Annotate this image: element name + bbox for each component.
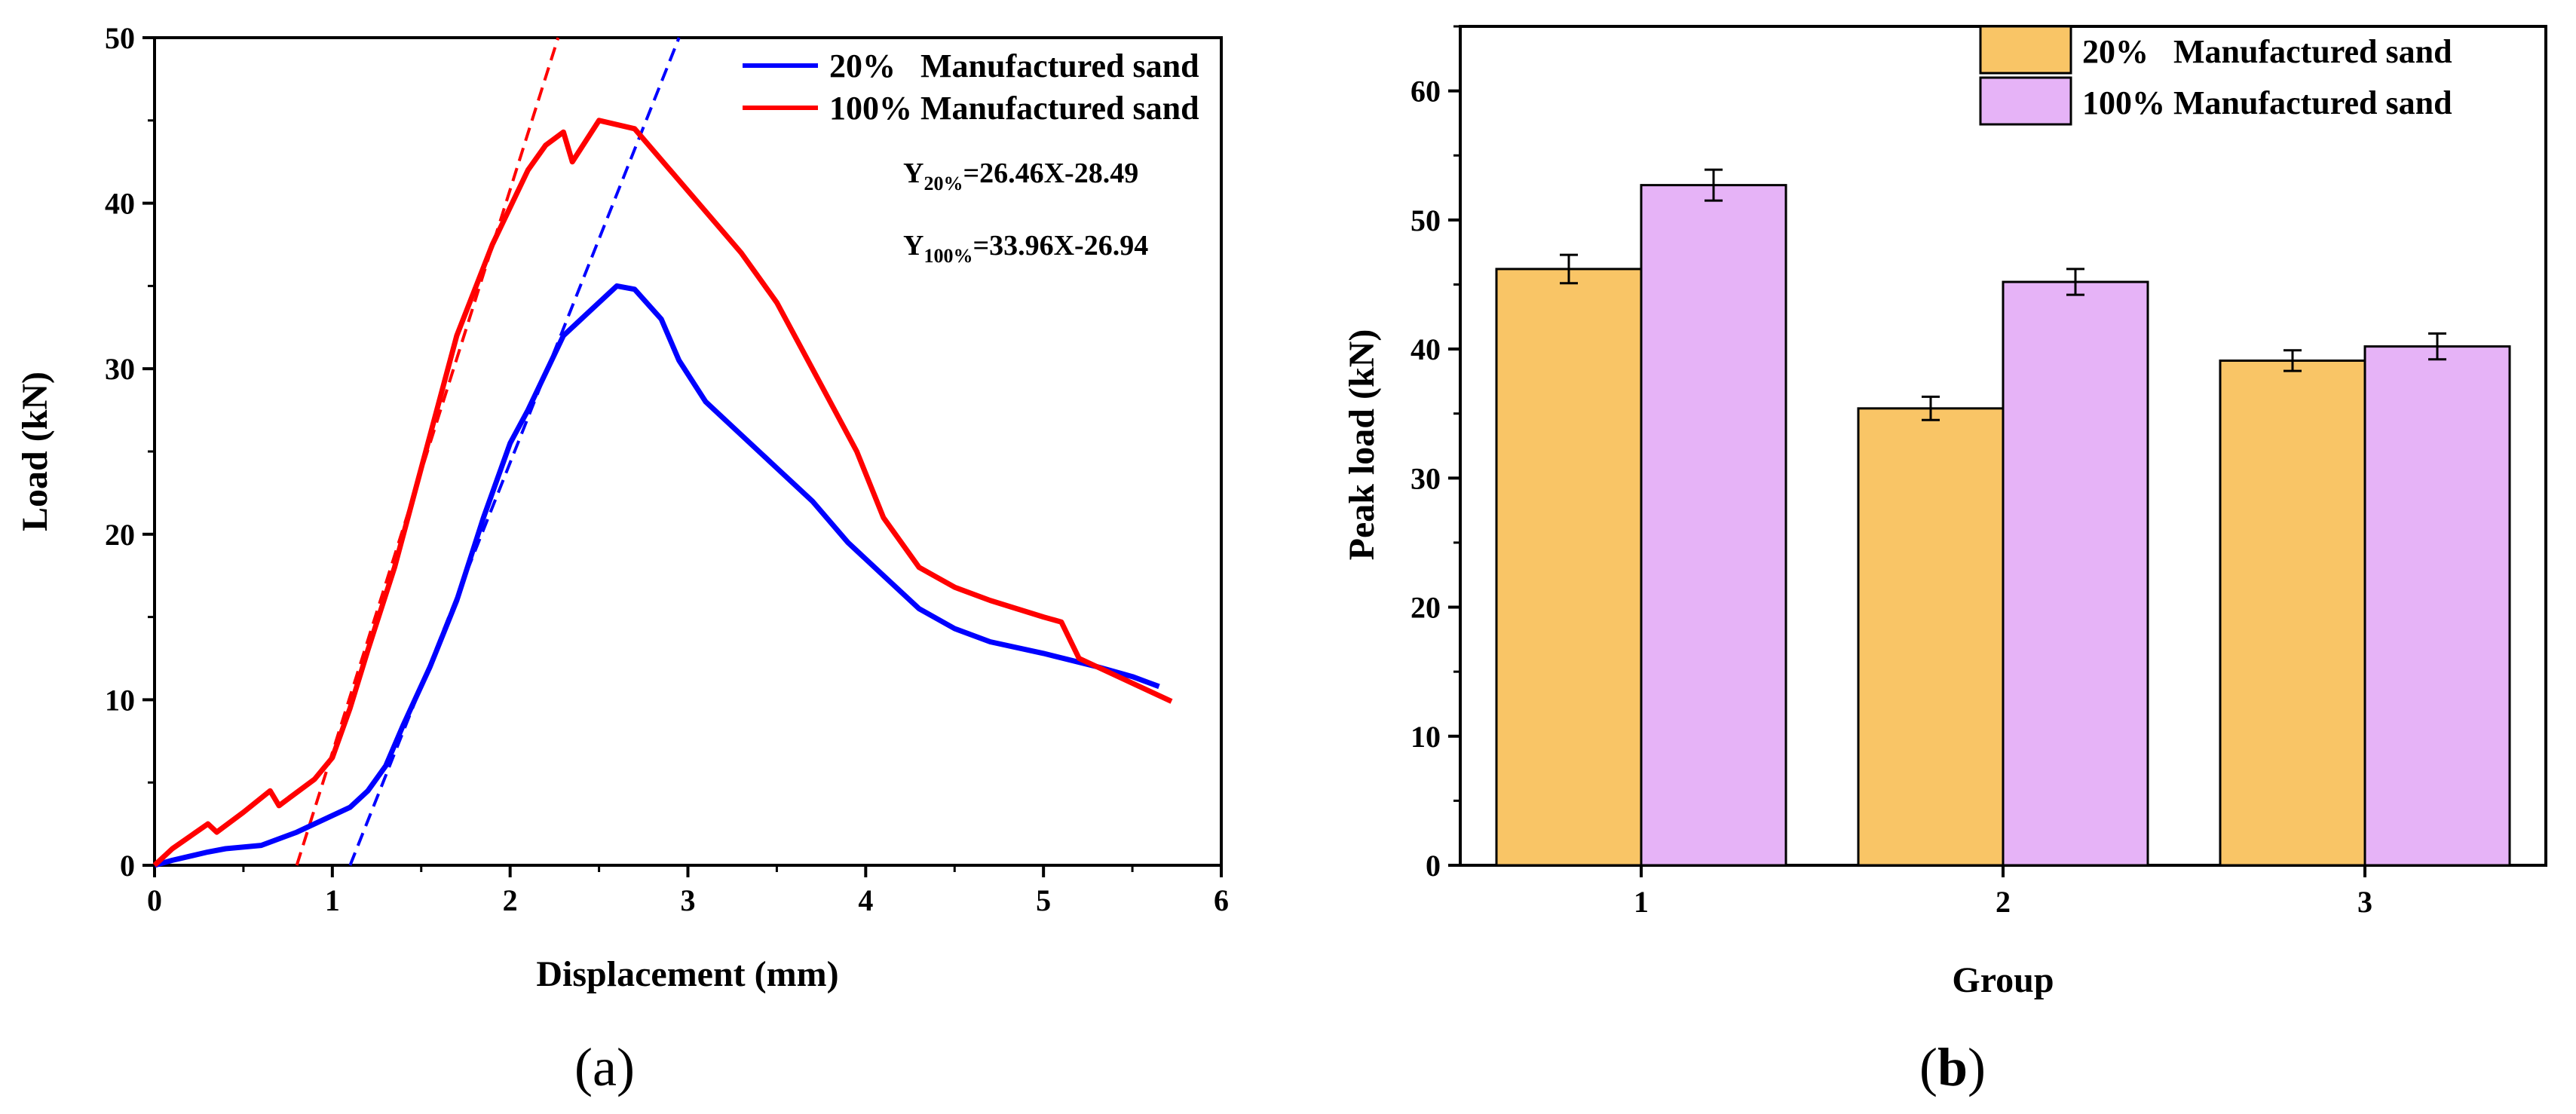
a-y-tick-label: 50 <box>105 21 135 55</box>
eq20-rest: =26.46X-28.49 <box>963 158 1138 189</box>
eq100-rest: =33.96X-26.94 <box>973 230 1148 262</box>
b-y-tick-label: 30 <box>1411 461 1441 495</box>
panel-a-line-chart: 0 1 2 3 4 5 6 0 10 20 30 40 50 20% Manufactured sand… <box>15 21 1229 1097</box>
a-x-tick-label: 2 <box>503 883 518 917</box>
legend-swatch-20 <box>1980 26 2071 73</box>
panel-label-b: (b) <box>1919 1037 1986 1097</box>
legend-label-b-100: 100% Manufactured sand <box>2082 84 2452 121</box>
legend-label-b-20: 20% Manufactured sand <box>2082 33 2452 70</box>
a-y-tick-label: 20 <box>105 518 135 552</box>
a-axis-ticks: 0 1 2 3 4 5 6 0 10 20 30 40 50 <box>105 21 1229 917</box>
b-y-tick-label: 20 <box>1411 591 1441 625</box>
bar-group3-series0 <box>2220 360 2365 865</box>
b-y-tick-label: 40 <box>1411 332 1441 366</box>
panel-letter-b: b <box>1937 1037 1968 1097</box>
legend-label-100: 100% Manufactured sand <box>829 90 1199 127</box>
b-y-tick-label: 50 <box>1411 204 1441 237</box>
bar-group2-series0 <box>1858 409 2003 865</box>
bar-group1-series1 <box>1641 185 1786 865</box>
a-y-tick-label: 30 <box>105 352 135 386</box>
b-x-tick-label: 3 <box>2357 885 2372 919</box>
b-y-tick-label: 60 <box>1411 75 1441 109</box>
a-y-tick-label: 10 <box>105 683 135 717</box>
a-legend: 20% Manufactured sand 100% Manufactured … <box>743 47 1199 127</box>
a-x-tick-label: 6 <box>1214 883 1229 917</box>
a-y-tick-label: 40 <box>105 187 135 221</box>
eq20-base: Y <box>903 158 924 189</box>
b-bars <box>1496 170 2510 865</box>
a-equations: Y20%=26.46X-28.49 Y100%=33.96X-26.94 <box>903 158 1148 267</box>
panel-b-bar-chart: 0 10 20 30 40 50 60 1 2 3 20% Manufactured sand 1… <box>1342 26 2546 1097</box>
eq100-sub: 100% <box>924 245 973 267</box>
a-x-tick-label: 3 <box>681 883 696 917</box>
a-x-tick-label: 1 <box>325 883 340 917</box>
a-y-axis-title: Load (kN) <box>15 372 55 531</box>
a-x-tick-label: 0 <box>147 883 162 917</box>
legend-label-20: 20% Manufactured sand <box>829 47 1199 84</box>
figure: 0 1 2 3 4 5 601020304050 20% Manufactured sand… <box>0 0 2576 1114</box>
bar-group1-series0 <box>1496 269 1641 865</box>
b-x-tick-label: 2 <box>1996 885 2011 919</box>
a-x-axis-title: Displacement (mm) <box>536 954 838 994</box>
a-x-tick-label: 4 <box>858 883 873 917</box>
a-fit-lines <box>297 38 679 865</box>
b-y-tick-label: 0 <box>1426 849 1441 883</box>
equation-100: Y100%=33.96X-26.94 <box>903 230 1148 267</box>
b-x-axis-title: Group <box>1952 960 2054 1000</box>
legend-swatch-100 <box>1980 78 2071 124</box>
eq100-base: Y <box>903 230 924 262</box>
a-y-tick-label: 0 <box>120 849 135 883</box>
b-legend: 20% Manufactured sand 100% Manufactured … <box>1980 26 2452 124</box>
series-line-0 <box>155 286 1159 865</box>
bar-group3-series1 <box>2365 347 2510 865</box>
panel-label-a: (a) <box>574 1037 635 1097</box>
bar-group2-series1 <box>2003 282 2148 865</box>
b-y-axis-title: Peak load (kN) <box>1342 329 1382 561</box>
b-x-tick-label: 1 <box>1634 885 1649 919</box>
equation-20: Y20%=26.46X-28.49 <box>903 158 1138 194</box>
fit-line-0 <box>350 38 678 865</box>
panel-letter-a: a <box>593 1037 617 1097</box>
eq20-sub: 20% <box>924 173 963 194</box>
a-x-tick-label: 5 <box>1036 883 1051 917</box>
b-y-tick-label: 10 <box>1411 720 1441 754</box>
